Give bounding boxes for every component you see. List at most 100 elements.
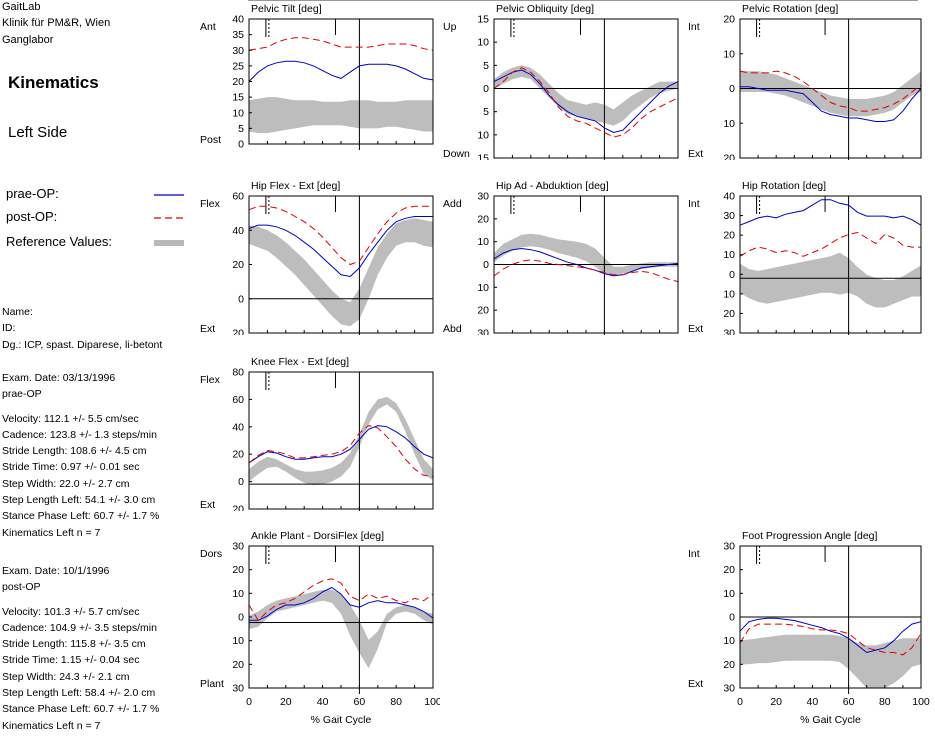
reference-band	[249, 396, 433, 486]
chart-pelvic-rotation: Pelvic Rotation [deg] Int Ext 20 10 0 10 20	[688, 3, 922, 160]
exam-step-width: Step Width: 22.0 +/- 2.7 cm	[2, 477, 130, 490]
patient-name: Name:	[2, 306, 33, 318]
chart-hip-rotation: Hip Rotation [deg] Int Ext 40 30 20 10 0 10 20 30	[688, 180, 922, 336]
series-line-post-op	[248, 425, 434, 478]
reference-band	[249, 97, 433, 134]
exam-step-length: Step Length Left: 58.4 +/- 2.0 cm	[2, 687, 156, 700]
y-tick-label: 10	[477, 129, 489, 141]
exam-date: Exam. Date: 10/1/1996	[2, 565, 110, 577]
chart-bottom-label: Ext	[688, 323, 703, 335]
clinic-name: Klinik für PM&R, Wien	[2, 17, 111, 29]
exam-stride-time: Stride Time: 1.15 +/- 0.04 sec	[2, 654, 140, 667]
reference-band	[494, 65, 678, 126]
chart-foot-progression: Foot Progression Angle [deg] Int Ext 30 20 10…	[688, 530, 930, 726]
y-tick-label: 10	[477, 37, 489, 49]
series-line-prae-op	[249, 586, 434, 621]
exam-stride-length: Stride Length: 115.8 +/- 3.5 cm	[2, 638, 146, 651]
y-tick-label: 10	[723, 588, 735, 600]
chart-title: Hip Ad - Abduktion [deg]	[496, 180, 609, 192]
y-tick-label: 10	[723, 249, 735, 261]
chart-top-label: Int	[688, 21, 700, 33]
lab-name: Ganglabor	[2, 34, 54, 46]
chart-bottom-label: Post	[200, 134, 221, 146]
page-title: Kinematics	[8, 73, 99, 92]
chart-title: Knee Flex - Ext [deg]	[251, 356, 349, 368]
side-label: Left Side	[8, 124, 68, 141]
series-line-post-op	[739, 623, 922, 656]
chart-bottom-label: Down	[443, 148, 470, 160]
legend-line-pre	[154, 194, 184, 196]
chart-knee-flex-ext: Knee Flex - Ext [deg] Flex Ext 80 60 40 20 0 20	[200, 356, 434, 512]
patient-diagnosis: Dg.: ICP, spast. Diparese, li-betont	[2, 338, 163, 351]
legend-label-post: post-OP:	[6, 209, 58, 224]
y-tick-label: 40	[723, 191, 735, 203]
y-tick-label: 10	[723, 635, 735, 647]
x-axis-label: % Gait Cycle	[311, 714, 372, 726]
y-tick-label: 20	[232, 504, 244, 512]
x-tick-label: 0	[737, 696, 743, 708]
exam-step-length: Step Length Left: 54.1 +/- 3.0 cm	[2, 494, 156, 507]
series-line-prae-op	[740, 86, 922, 122]
chart-hip-flex-ext: Hip Flex - Ext [deg] Flex Ext 60 40 20 0 20	[200, 180, 434, 336]
chart-title: Pelvic Tilt [deg]	[251, 3, 322, 15]
patient-info: Name: ID: Dg.: ICP, spast. Diparese, li-…	[2, 304, 162, 353]
y-tick-label: 15	[477, 153, 489, 161]
exam-velocity: Velocity: 101.3 +/- 5.7 cm/sec	[2, 605, 140, 618]
chart-top-label: Flex	[200, 374, 221, 386]
exam-date: Exam. Date: 03/13/1996	[2, 372, 116, 384]
y-tick-label: 10	[232, 588, 244, 600]
x-axis-label: % Gait Cycle	[800, 714, 861, 726]
series-line-post-op	[739, 231, 921, 257]
y-tick-label: 60	[232, 394, 244, 406]
chart-bottom-label: Ext	[688, 678, 703, 690]
series-line-prae-op	[493, 69, 679, 134]
y-tick-label: 20	[723, 230, 735, 242]
x-tick-label: 100	[424, 696, 440, 708]
reference-band	[249, 589, 433, 669]
exam-n: Kinematics Left n = 7	[2, 526, 101, 539]
exam-velocity: Velocity: 112.1 +/- 5.5 cm/sec	[2, 412, 139, 425]
chart-top-label: Add	[443, 198, 462, 210]
y-tick-label: 30	[723, 683, 735, 695]
x-tick-label: 60	[354, 696, 366, 708]
y-tick-label: 30	[477, 191, 489, 203]
exam-stride-length: Stride Length: 108.6 +/- 4.5 cm	[2, 445, 147, 458]
series-line-prae-op	[739, 199, 922, 226]
exam-pre: Exam. Date: 03/13/1996 prae-OP Velocity:…	[2, 370, 159, 541]
series-line-post-op	[248, 205, 433, 266]
exam-stance: Stance Phase Left: 60.7 +/- 1.7 %	[2, 510, 160, 523]
y-tick-label: 30	[723, 328, 735, 336]
series-line-prae-op	[248, 425, 434, 464]
y-tick-label: 30	[723, 541, 735, 553]
chart-title: Hip Rotation [deg]	[742, 180, 826, 192]
y-tick-label: 30	[232, 541, 244, 553]
x-tick-label: 0	[246, 696, 252, 708]
y-tick-label: 20	[232, 449, 244, 461]
y-tick-label: 0	[238, 476, 244, 488]
app-name: GaitLab	[2, 1, 41, 13]
chart-bottom-label: Ext	[200, 499, 215, 511]
legend-label-pre: prae-OP:	[6, 186, 59, 201]
exam-label: post-OP	[2, 581, 41, 594]
exam-cadence: Cadence: 123.8 +/- 1.3 steps/min	[2, 428, 157, 441]
series-line-post-op	[248, 578, 434, 622]
y-tick-label: 20	[232, 564, 244, 576]
chart-bottom-label: Abd	[443, 323, 462, 335]
exam-stride-time: Stride Time: 0.97 +/- 0.01 sec	[2, 461, 140, 474]
y-tick-label: 5	[483, 106, 489, 118]
y-tick-label: 30	[477, 328, 489, 336]
y-tick-label: 30	[232, 45, 244, 57]
reference-band	[740, 71, 921, 117]
x-tick-label: 20	[280, 696, 292, 708]
y-tick-label: 20	[723, 659, 735, 671]
chart-title: Pelvic Rotation [deg]	[742, 3, 838, 15]
y-tick-label: 20	[232, 328, 244, 336]
chart-top-label: Int	[688, 548, 700, 560]
y-tick-label: 0	[238, 139, 244, 151]
y-tick-label: 40	[232, 421, 244, 433]
x-tick-label: 60	[843, 696, 855, 708]
y-tick-label: 0	[729, 612, 735, 624]
y-tick-label: 20	[723, 308, 735, 320]
y-tick-label: 30	[232, 683, 244, 695]
series-line-prae-op	[248, 60, 434, 82]
